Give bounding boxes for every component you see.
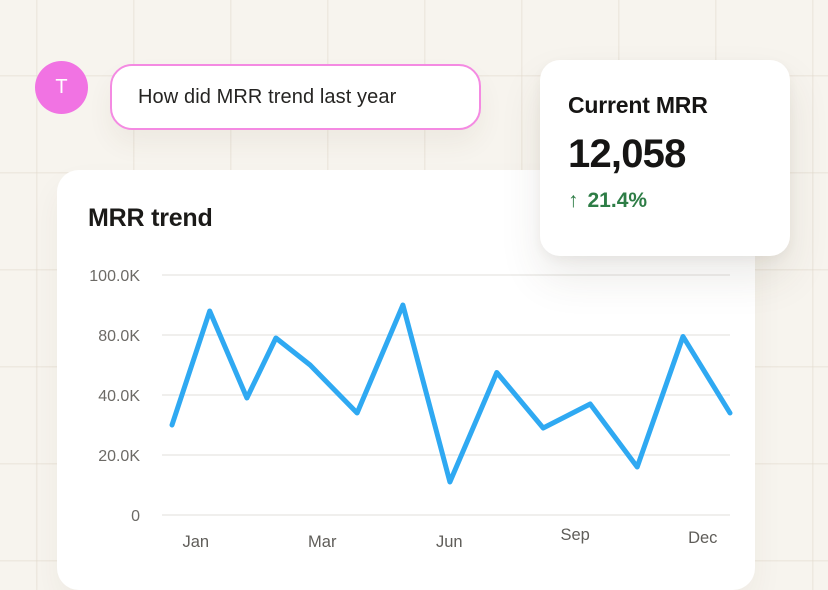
x-axis-label: Sep bbox=[560, 526, 589, 544]
y-axis-tick: 40.0K bbox=[98, 388, 140, 405]
metric-delta-value: 21.4% bbox=[587, 189, 648, 212]
chat-question-text: How did MRR trend last year bbox=[138, 85, 397, 108]
x-axis-label: Dec bbox=[688, 529, 717, 547]
y-axis-tick: 100.0K bbox=[89, 268, 140, 285]
x-axis-label: Jun bbox=[436, 533, 463, 551]
mrr-trend-line bbox=[169, 302, 733, 485]
chat-question-bubble: How did MRR trend last year bbox=[110, 64, 481, 130]
metric-title: Current MRR bbox=[568, 92, 708, 118]
y-axis-tick: 80.0K bbox=[98, 328, 140, 345]
chart-title: MRR trend bbox=[88, 204, 213, 232]
y-axis-tick: 20.0K bbox=[98, 448, 140, 465]
y-axis-tick: 0 bbox=[131, 508, 140, 525]
x-axis-label: Jan bbox=[183, 533, 210, 551]
metric-value: 12,058 bbox=[568, 132, 686, 176]
metric-delta: ↑ 21.4% bbox=[568, 189, 762, 213]
arrow-up-icon: ↑ bbox=[568, 189, 579, 212]
avatar-initial: T bbox=[55, 76, 68, 98]
mrr-trend-chart: 100.0K 80.0K 40.0K 20.0K 0 Jan Mar Jun Sep Dec bbox=[57, 170, 755, 590]
current-mrr-card: Current MRR 12,058 ↑ 21.4% bbox=[540, 60, 790, 256]
avatar: T bbox=[35, 61, 88, 114]
x-axis-label: Mar bbox=[308, 533, 337, 551]
